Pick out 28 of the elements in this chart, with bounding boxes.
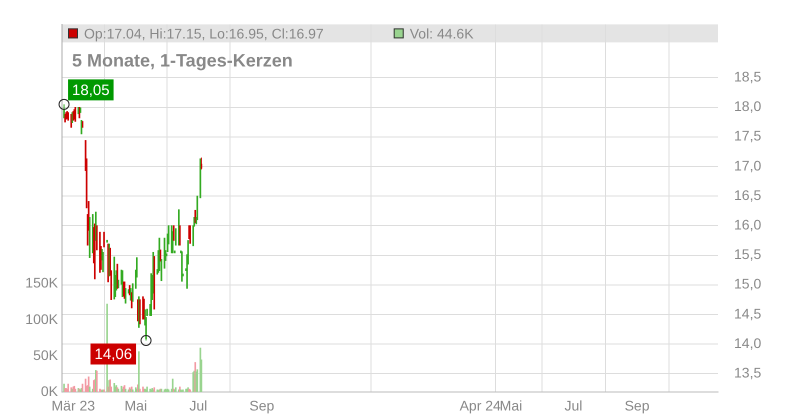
y2-tick-label: 50K xyxy=(33,346,59,363)
y-tick-label: 15,5 xyxy=(734,246,762,262)
y-tick-label: 17,0 xyxy=(734,157,762,174)
y-tick-label: 16,0 xyxy=(734,216,762,233)
annotation: 14,06 xyxy=(94,346,132,364)
legend-label: Vol: 44.6K xyxy=(410,25,474,42)
y-tick-label: 15,0 xyxy=(734,276,762,292)
text: 5 Monate, 1-Tages-Kerzen xyxy=(72,50,293,70)
y-tick-label: 14,5 xyxy=(734,305,762,322)
y-tick-label: 16,5 xyxy=(734,186,762,203)
x-tick-label: Mär 23 xyxy=(51,397,96,414)
x-tick-label: Jul xyxy=(564,397,582,414)
y-tick-label: 14,0 xyxy=(734,334,762,351)
y-tick-label: 13,5 xyxy=(734,364,762,381)
y-tick-label: 18,5 xyxy=(734,68,762,85)
x-tick-label: Mai xyxy=(500,397,522,414)
x-tick-label: Sep xyxy=(624,397,650,414)
x-tick-label: Apr 24 xyxy=(460,397,502,414)
y-tick-label: 17,5 xyxy=(734,128,762,144)
y2-tick-label: 0K xyxy=(40,382,59,399)
y-tick-label: 18,0 xyxy=(734,98,762,114)
x-tick-label: Jul xyxy=(189,397,208,414)
y2-tick-label: 150K xyxy=(25,274,59,291)
annotation: 18,05 xyxy=(72,82,110,99)
x-tick-label: Mai xyxy=(124,397,148,414)
legend-label: Op:17.04, Hi:17.15, Lo:16.95, Cl:16.97 xyxy=(84,25,324,42)
y2-tick-label: 100K xyxy=(25,310,59,327)
x-tick-label: Sep xyxy=(249,397,275,414)
